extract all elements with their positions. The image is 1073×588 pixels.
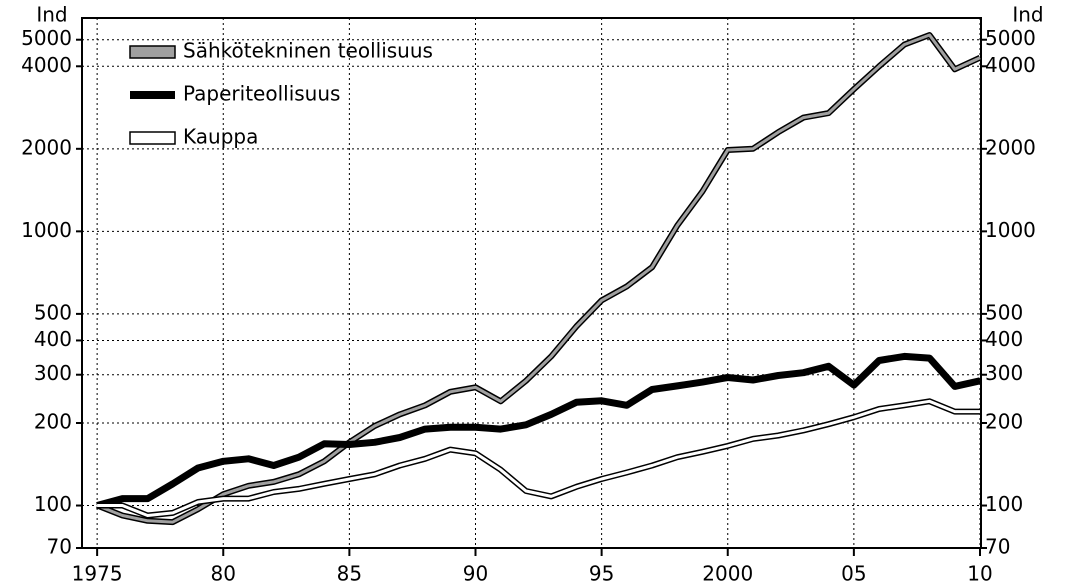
y-tick-label: 4000 [21,53,72,77]
y-axis-label: Ind [36,3,67,27]
y-tick-label: 2000 [21,135,72,159]
x-tick-label: 2000 [702,562,753,586]
plot-frame [81,17,982,549]
y2-tick-label: 300 [985,361,1023,385]
y-tick-label: 70 [47,535,72,559]
y-tick-label: 300 [34,361,72,385]
y2-tick-label: 500 [985,300,1023,324]
x-tick-label: 80 [211,562,236,586]
legend-swatch [129,131,176,145]
series-line [96,352,981,509]
series-line-outline [95,32,982,526]
x-tick-label: 05 [841,562,866,586]
y-tick-label: 500 [34,300,72,324]
y-tick-label: 100 [34,492,72,516]
y-tick-label: 5000 [21,26,72,50]
y-tick-label: 200 [34,409,72,433]
y2-tick-label: 70 [985,535,1010,559]
y2-tick-label: 4000 [985,53,1036,77]
y-tick-label: 1000 [21,218,72,242]
x-tick-label: 85 [337,562,362,586]
x-tick-label: 10 [967,562,992,586]
series-line [97,399,980,517]
x-tick-label: 95 [589,562,614,586]
legend-swatch [129,45,176,59]
legend-label: Sähkötekninen teollisuus [183,39,433,63]
y2-axis-label: Ind [1012,3,1043,27]
legend-label: Kauppa [183,125,258,149]
y2-tick-label: 2000 [985,135,1036,159]
legend-swatch [130,91,175,99]
y-tick-label: 400 [34,327,72,351]
legend-label: Paperiteollisuus [183,82,340,106]
series-line [96,33,981,524]
x-tick-label: 1975 [72,562,123,586]
y2-tick-label: 5000 [985,26,1036,50]
x-tick-label: 90 [463,562,488,586]
y2-tick-label: 200 [985,409,1023,433]
y2-tick-label: 1000 [985,218,1036,242]
y2-tick-label: 400 [985,327,1023,351]
y2-tick-label: 100 [985,492,1023,516]
